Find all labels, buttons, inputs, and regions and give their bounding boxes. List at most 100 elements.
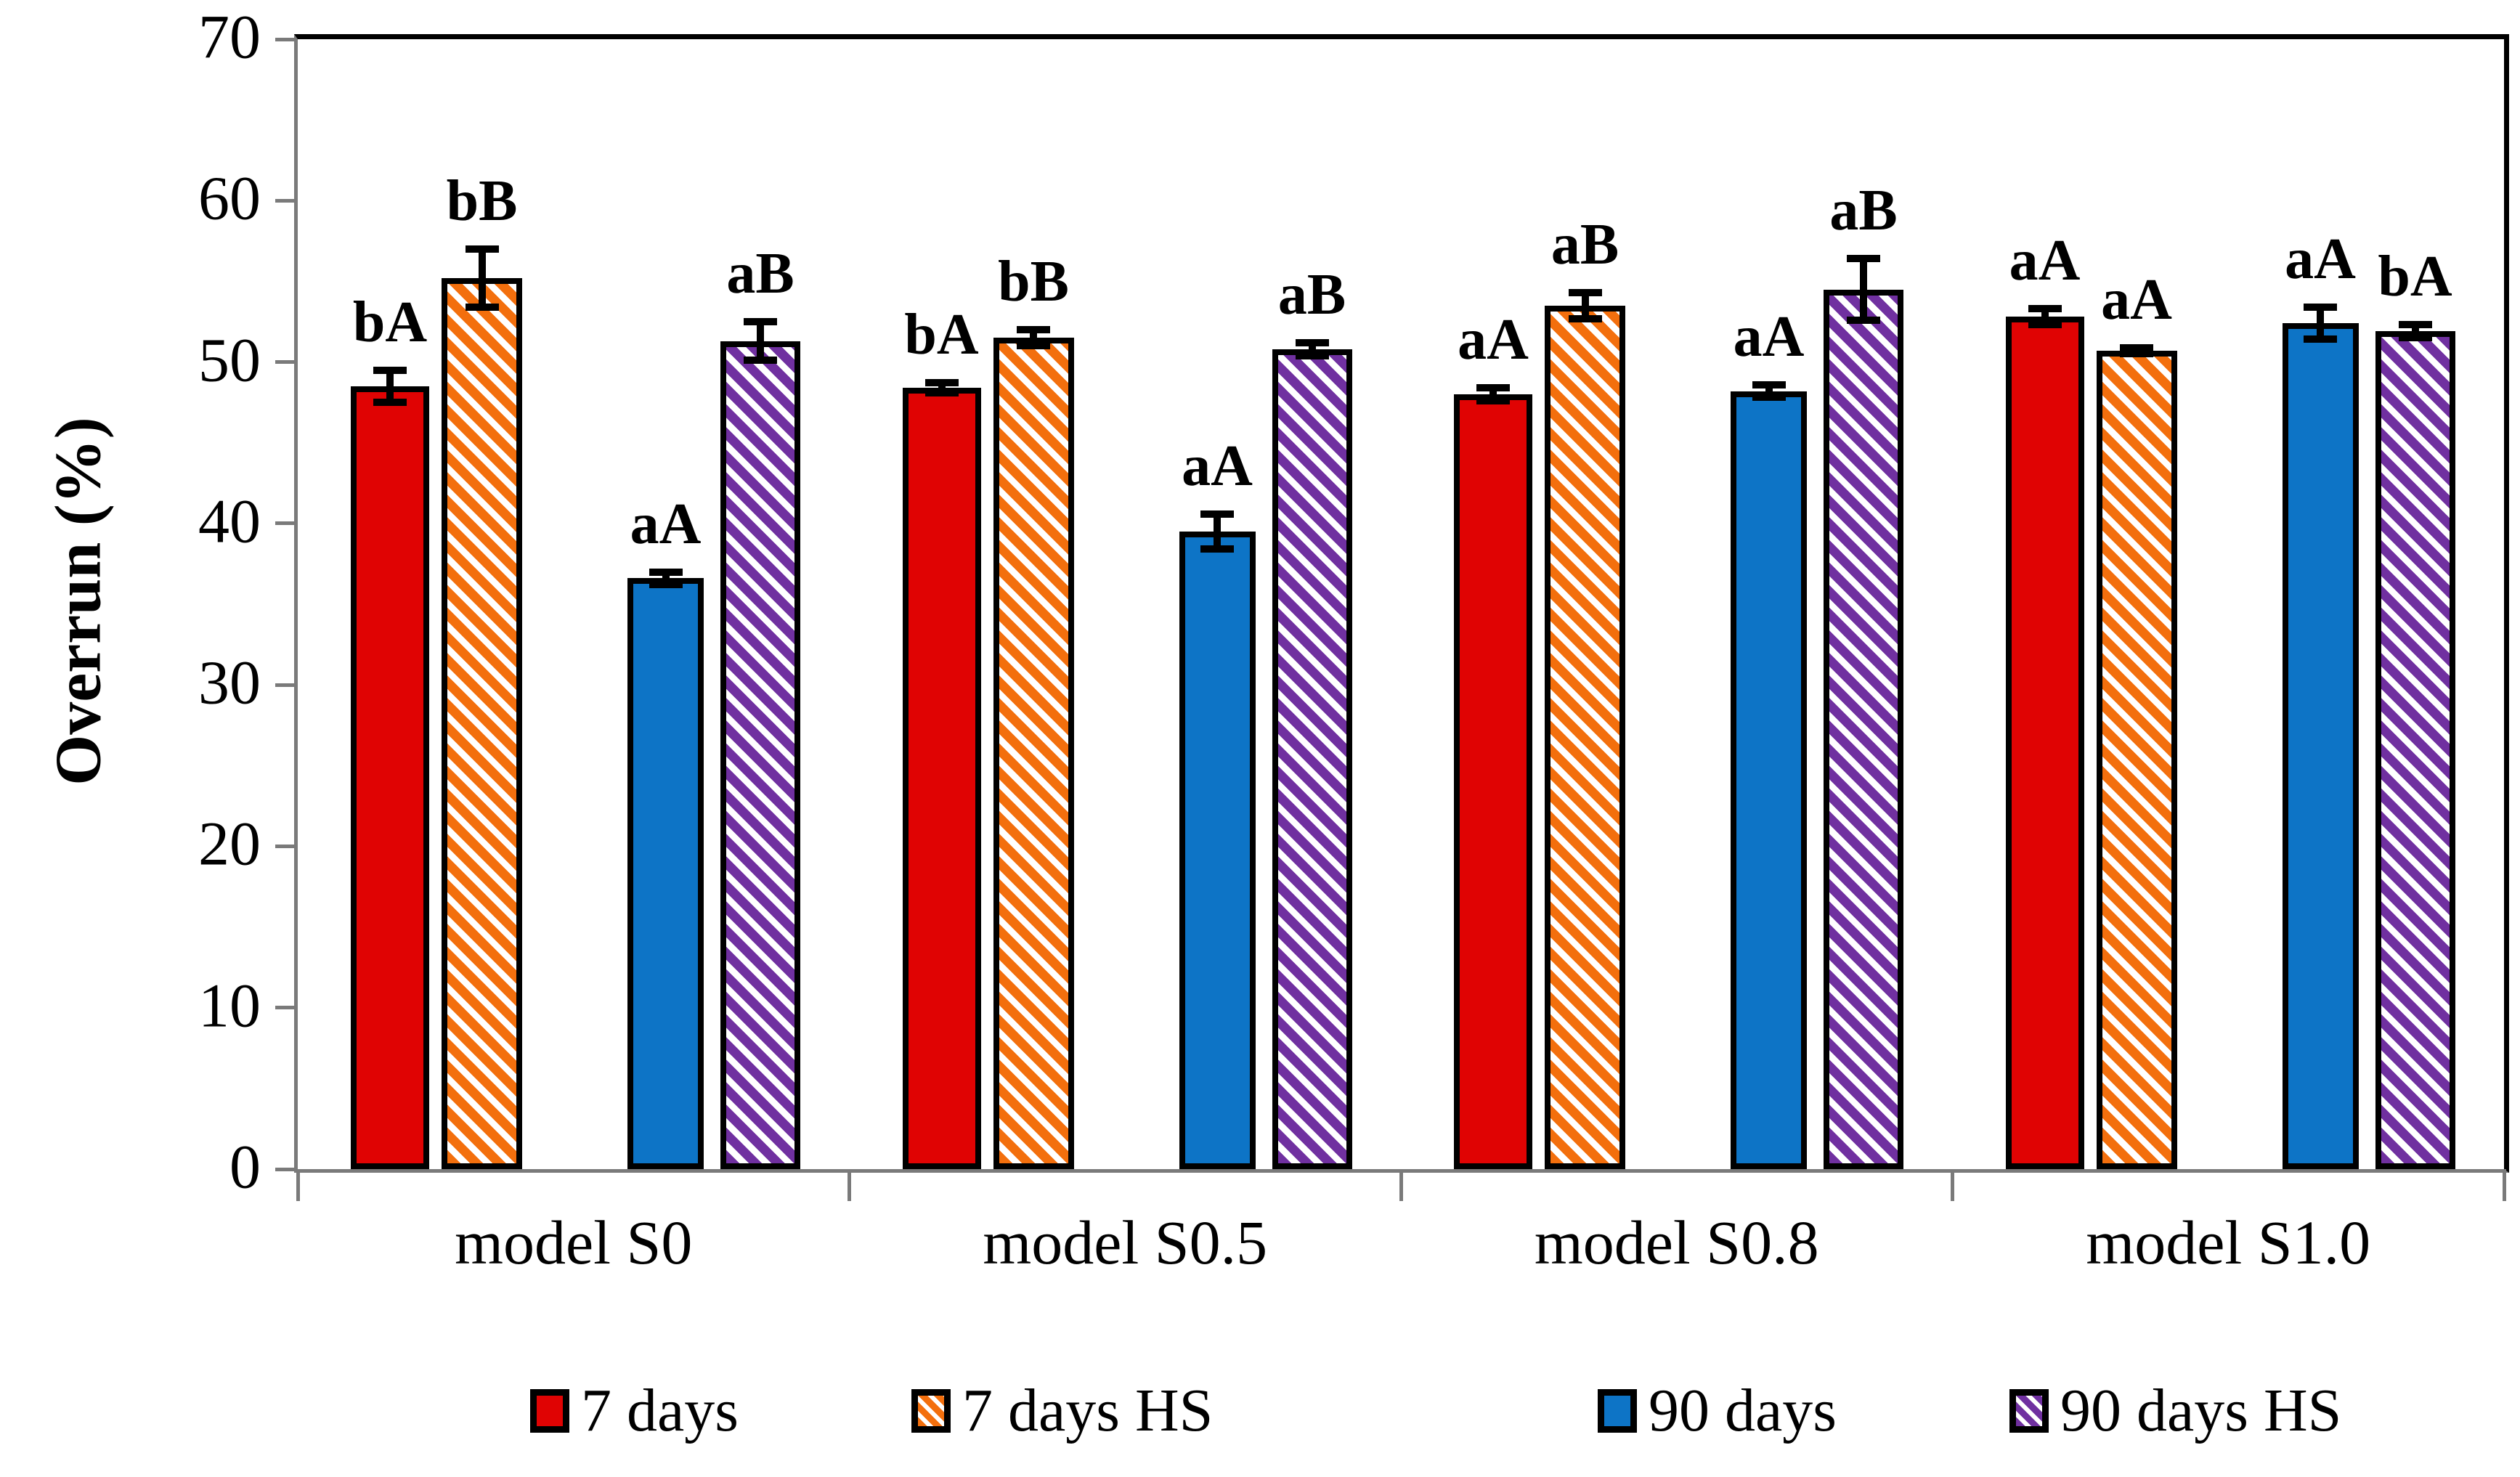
error-bar-cap-bottom [1752,394,1786,402]
bar [442,277,522,1169]
error-bar-line [2041,309,2049,325]
error-bar-cap-top [924,379,959,387]
bar [351,386,429,1169]
error-bar-line [1308,342,1316,356]
significance-label: aB [1550,213,1619,277]
significance-label: aB [1829,179,1898,243]
bar [993,338,1074,1169]
bar [902,388,981,1169]
y-tick [275,683,294,687]
y-axis-title: Overrun (%) [42,417,115,786]
y-tick [275,1006,294,1010]
error-bar-cap-bottom [1295,351,1329,359]
error-bar-cap-bottom [465,304,499,311]
significance-label: aB [726,242,794,306]
legend-item: 7 days [530,1369,739,1453]
x-tick [2502,1169,2506,1201]
error-bar-cap-bottom [744,357,777,365]
y-tick-label: 70 [198,1,261,72]
significance-label: aA [2101,267,2172,332]
legend-swatch [2009,1389,2049,1433]
error-bar-cap-bottom [1200,545,1234,553]
y-tick-label: 10 [198,970,261,1041]
bar [1272,349,1352,1169]
y-tick [275,521,294,526]
error-bar-line [662,571,670,585]
error-bar-line [2411,325,2419,338]
error-bar-cap-top [1017,326,1050,334]
error-bar-line [757,322,764,361]
error-bar-cap-top [1476,384,1510,392]
bar [2096,351,2177,1169]
error-bar-cap-top [1295,338,1329,346]
legend-swatch [530,1389,569,1433]
error-bar-line [2317,307,2324,340]
bar [1545,305,1625,1169]
x-tick [848,1169,851,1201]
y-tick-label: 50 [198,325,261,395]
significance-label: aA [1733,304,1805,369]
y-tick-label: 0 [229,1131,261,1202]
significance-label: aA [1182,434,1253,498]
error-bar-cap-top [1200,510,1234,518]
bar [627,578,704,1169]
bar [1179,531,1256,1169]
bar [2005,317,2084,1169]
legend-label: 7 days HS [962,1377,1214,1444]
error-bar-cap-bottom [373,399,407,407]
y-tick [275,1167,294,1171]
significance-label: bA [904,303,979,367]
error-bar-cap-top [1568,289,1602,296]
y-tick [275,360,294,365]
legend-swatch [911,1389,951,1433]
significance-label: aA [1458,308,1529,373]
significance-label: aA [630,492,702,556]
significance-label: aA [2285,227,2356,291]
error-bar-line [1765,384,1773,398]
error-bar-line [1860,259,1867,320]
y-tick-label: 60 [198,163,261,233]
bar [2282,323,2359,1169]
error-bar-cap-bottom [2028,321,2062,329]
category-group: bA bB aA aB [850,39,1402,1169]
error-bar-cap-bottom [1017,342,1050,350]
significance-label: bA [352,290,428,354]
error-bar-cap-bottom [2120,350,2153,358]
error-bar-cap-top [744,318,777,325]
error-bar-line [386,370,394,403]
x-tick [1951,1169,1954,1201]
y-tick [275,198,294,203]
legend-item: 7 days HS [911,1369,1213,1453]
y-tick [275,844,294,848]
significance-label: bB [446,168,518,233]
error-bar-cap-bottom [1476,396,1510,404]
bar [720,341,800,1169]
x-axis-label: model S0.8 [1534,1208,1819,1277]
error-bar-cap-top [1847,255,1880,263]
y-tick-label: 20 [198,808,261,879]
legend-item: 90 days HS [2009,1369,2341,1453]
error-bar-line [1581,293,1589,319]
error-bar-cap-top [465,245,499,253]
error-bar-cap-top [2398,321,2432,329]
error-bar-cap-top [2028,305,2062,313]
bar [1824,289,1903,1169]
error-bar-line [1214,513,1221,550]
error-bar-cap-top [649,568,683,576]
x-tick [296,1169,300,1201]
legend-label: 90 days HS [2060,1377,2342,1444]
significance-label: bA [2378,245,2452,309]
category-group: bA bB aA aB [298,39,850,1169]
significance-label: bB [998,250,1069,314]
y-tick [275,37,294,41]
y-tick-label: 40 [198,486,261,556]
error-bar-line [938,383,946,393]
significance-label: aA [2009,229,2081,293]
x-axis-label: model S1.0 [2086,1208,2371,1277]
significance-label: aB [1277,262,1346,327]
bar [1454,394,1532,1169]
legend-label: 7 days [581,1377,739,1444]
y-tick-label: 30 [198,647,261,717]
x-axis-label: model S0.5 [983,1208,1268,1277]
